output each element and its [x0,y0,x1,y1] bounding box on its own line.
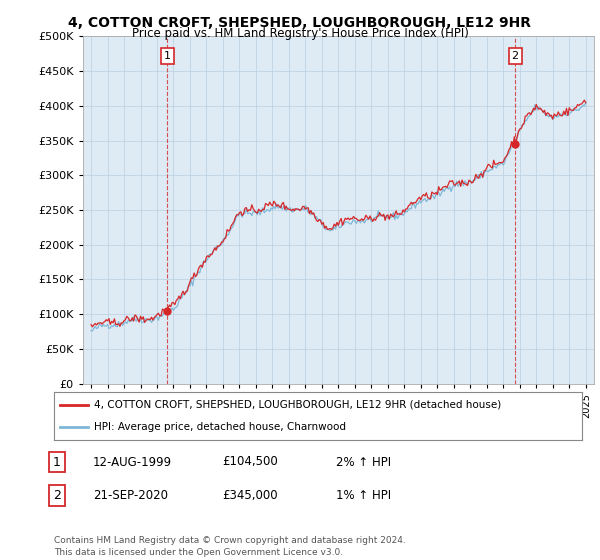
Text: Price paid vs. HM Land Registry's House Price Index (HPI): Price paid vs. HM Land Registry's House … [131,27,469,40]
Text: 2: 2 [53,489,61,502]
Text: £104,500: £104,500 [222,455,278,469]
Text: 4, COTTON CROFT, SHEPSHED, LOUGHBOROUGH, LE12 9HR (detached house): 4, COTTON CROFT, SHEPSHED, LOUGHBOROUGH,… [94,400,501,410]
Text: 1: 1 [164,51,171,61]
Text: HPI: Average price, detached house, Charnwood: HPI: Average price, detached house, Char… [94,422,346,432]
Text: £345,000: £345,000 [222,489,278,502]
Text: 1: 1 [53,455,61,469]
Text: 1% ↑ HPI: 1% ↑ HPI [336,489,391,502]
Text: 2% ↑ HPI: 2% ↑ HPI [336,455,391,469]
Text: 4, COTTON CROFT, SHEPSHED, LOUGHBOROUGH, LE12 9HR: 4, COTTON CROFT, SHEPSHED, LOUGHBOROUGH,… [68,16,532,30]
Text: 2: 2 [512,51,519,61]
Text: 21-SEP-2020: 21-SEP-2020 [93,489,168,502]
Text: 12-AUG-1999: 12-AUG-1999 [93,455,172,469]
Text: Contains HM Land Registry data © Crown copyright and database right 2024.
This d: Contains HM Land Registry data © Crown c… [54,536,406,557]
